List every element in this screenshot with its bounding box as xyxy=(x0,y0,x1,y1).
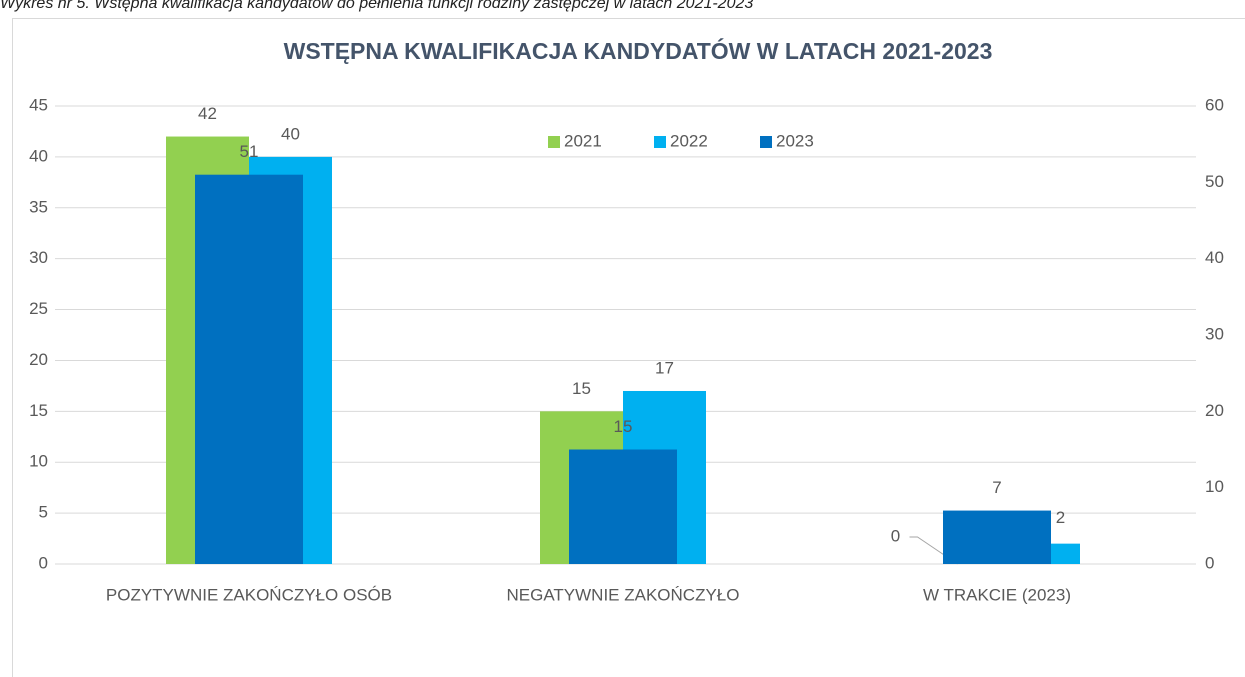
legend-swatch xyxy=(760,136,772,148)
data-label: 40 xyxy=(281,124,300,143)
data-label: 17 xyxy=(655,358,674,377)
y-tick-label: 25 xyxy=(29,299,48,318)
caption: Wykres nr 5. Wstępna kwalifikacja kandyd… xyxy=(0,0,753,12)
y-tick-label: 40 xyxy=(29,146,48,165)
y-tick-label: 5 xyxy=(39,503,48,522)
data-label: 2 xyxy=(1056,508,1065,527)
x-tick-label: W TRAKCIE (2023) xyxy=(923,585,1071,604)
data-label: 7 xyxy=(992,478,1001,497)
y2-tick-label: 20 xyxy=(1205,401,1224,420)
y-tick-label: 20 xyxy=(29,350,48,369)
data-label: 42 xyxy=(198,104,217,123)
x-tick-label: POZYTYWNIE ZAKOŃCZYŁO OSÓB xyxy=(106,585,392,604)
data-label: 0 xyxy=(891,526,900,545)
y2-tick-label: 30 xyxy=(1205,324,1224,343)
y2-tick-label: 60 xyxy=(1205,95,1224,114)
data-label: 15 xyxy=(614,417,633,436)
y2-tick-label: 50 xyxy=(1205,172,1224,191)
bar xyxy=(943,510,1051,564)
y-tick-label: 45 xyxy=(29,95,48,114)
y-tick-label: 35 xyxy=(29,197,48,216)
y-tick-label: 0 xyxy=(39,553,48,572)
legend-label: 2021 xyxy=(564,131,602,150)
legend-label: 2022 xyxy=(670,131,708,150)
bar xyxy=(195,174,303,564)
legend-swatch xyxy=(654,136,666,148)
bar xyxy=(569,449,677,564)
data-label: 15 xyxy=(572,379,591,398)
y-tick-label: 30 xyxy=(29,248,48,267)
data-label: 51 xyxy=(240,142,259,161)
legend-label: 2023 xyxy=(776,131,814,150)
legend-swatch xyxy=(548,136,560,148)
chart-title: WSTĘPNA KWALIFIKACJA KANDYDATÓW W LATACH… xyxy=(284,37,993,64)
y2-tick-label: 10 xyxy=(1205,477,1224,496)
y-tick-label: 10 xyxy=(29,452,48,471)
y2-tick-label: 40 xyxy=(1205,248,1224,267)
x-tick-label: NEGATYWNIE ZAKOŃCZYŁO xyxy=(507,585,740,604)
y2-tick-label: 0 xyxy=(1205,553,1214,572)
y-tick-label: 15 xyxy=(29,401,48,420)
